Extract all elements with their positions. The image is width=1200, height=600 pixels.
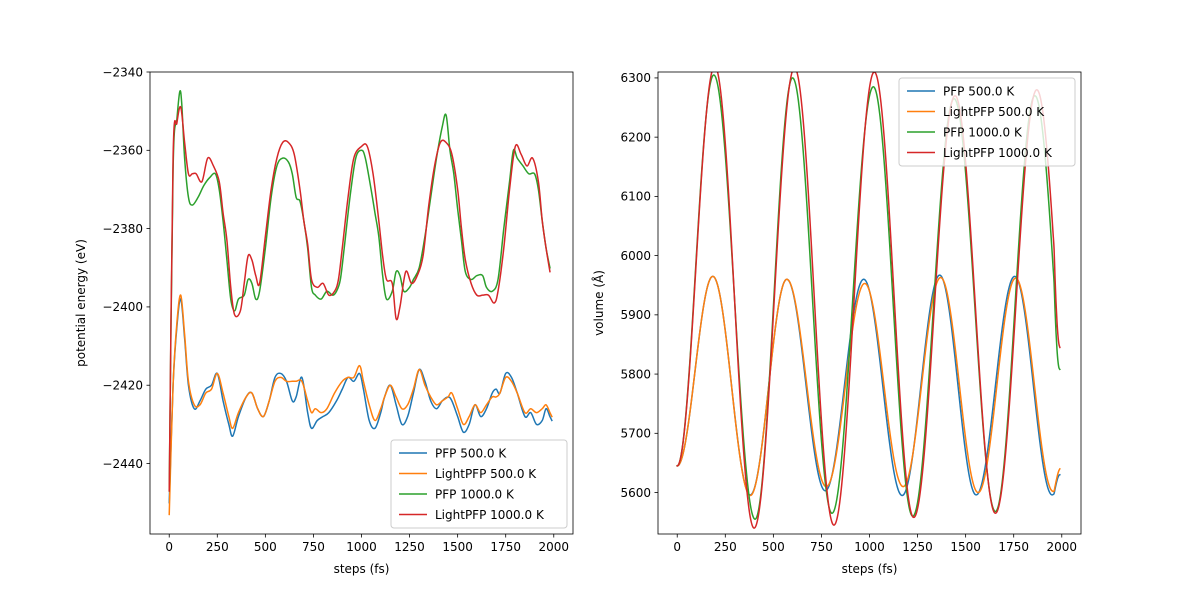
y-axis-label: potential energy (eV) bbox=[74, 239, 88, 367]
x-tick-label: 1500 bbox=[442, 540, 473, 554]
series-line-lightpfp-1000-0-k bbox=[168, 105, 551, 492]
legend: PFP 500.0 K LightPFP 500.0 K PFP 1000.0 K L… bbox=[390, 439, 568, 529]
legend-label: LightPFP 1000.0 K bbox=[943, 146, 1053, 160]
series-line-lightpfp-500-0-k bbox=[168, 294, 553, 516]
y-tick-label: −2360 bbox=[102, 144, 143, 158]
series-line-lightpfp-500-0-k bbox=[676, 275, 1061, 497]
x-tick-label: 750 bbox=[810, 540, 833, 554]
legend-label: PFP 500.0 K bbox=[435, 446, 507, 460]
x-tick-label: 1000 bbox=[346, 540, 377, 554]
series-line-pfp-500-0-k bbox=[168, 298, 553, 504]
y-tick-label: −2340 bbox=[102, 65, 143, 79]
x-tick-label: 1250 bbox=[902, 540, 933, 554]
x-tick-label: 750 bbox=[302, 540, 325, 554]
legend-label: PFP 1000.0 K bbox=[943, 125, 1023, 139]
y-tick-label: 6100 bbox=[620, 190, 651, 204]
legend: PFP 500.0 K LightPFP 500.0 K PFP 1000.0 K L… bbox=[898, 77, 1076, 167]
x-tick-label: 500 bbox=[762, 540, 785, 554]
legend-label: LightPFP 500.0 K bbox=[943, 105, 1045, 119]
x-tick-label: 1750 bbox=[490, 540, 521, 554]
y-tick-label: 5600 bbox=[620, 486, 651, 500]
y-tick-label: 5700 bbox=[620, 427, 651, 441]
y-tick-label: −2420 bbox=[102, 379, 143, 393]
legend-label: LightPFP 1000.0 K bbox=[435, 508, 545, 522]
series-line-pfp-1000-0-k bbox=[168, 90, 551, 492]
x-tick-label: 250 bbox=[714, 540, 737, 554]
y-tick-label: −2400 bbox=[102, 300, 143, 314]
x-tick-label: 1250 bbox=[394, 540, 425, 554]
legend-box bbox=[390, 439, 568, 529]
x-tick-label: 500 bbox=[254, 540, 277, 554]
potential-energy-chart: 0 250 500 750 1000 1250 1500 1750 2000 −2440 −2420… bbox=[74, 65, 574, 576]
x-tick-label: 1000 bbox=[854, 540, 885, 554]
x-axis-label: steps (fs) bbox=[334, 562, 390, 576]
y-tick-label: 6300 bbox=[620, 71, 651, 85]
y-tick-label: −2440 bbox=[102, 457, 143, 471]
x-tick-label: 0 bbox=[673, 540, 681, 554]
y-tick-label: 5900 bbox=[620, 308, 651, 322]
x-tick-label: 0 bbox=[165, 540, 173, 554]
x-tick-label: 2000 bbox=[1046, 540, 1077, 554]
y-tick-label: 5800 bbox=[620, 367, 651, 381]
series-line-lightpfp-1000-0-k bbox=[676, 72, 1061, 529]
legend-box bbox=[898, 77, 1076, 167]
legend-label: PFP 500.0 K bbox=[943, 84, 1015, 98]
x-axis-label: steps (fs) bbox=[842, 562, 898, 576]
y-tick-label: 6200 bbox=[620, 130, 651, 144]
y-tick-label: −2380 bbox=[102, 222, 143, 236]
legend-label: LightPFP 500.0 K bbox=[435, 467, 537, 481]
series-lines bbox=[676, 72, 1061, 529]
x-tick-label: 2000 bbox=[538, 540, 569, 554]
y-tick-label: 6000 bbox=[620, 249, 651, 263]
x-tick-label: 1500 bbox=[950, 540, 981, 554]
x-tick-label: 250 bbox=[206, 540, 229, 554]
legend-label: PFP 1000.0 K bbox=[435, 487, 515, 501]
series-lines bbox=[168, 90, 553, 516]
volume-chart: 0 250 500 750 1000 1250 1500 1750 2000 5600 5700 58… bbox=[591, 71, 1082, 576]
y-axis-label: volume (Å) bbox=[591, 270, 606, 336]
x-tick-label: 1750 bbox=[998, 540, 1029, 554]
